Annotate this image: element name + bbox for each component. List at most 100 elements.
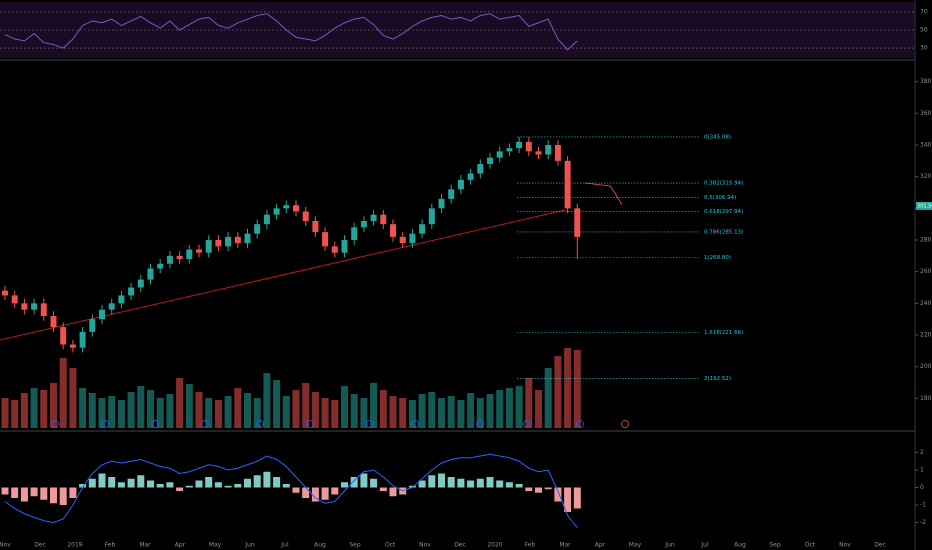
volume-bar xyxy=(535,390,542,428)
volume-bar xyxy=(428,392,436,428)
candle-body xyxy=(351,227,358,241)
y-tick-label: 240 xyxy=(920,300,932,307)
volume-bar xyxy=(554,356,562,428)
volume-bar xyxy=(564,348,572,428)
candle-body xyxy=(205,240,212,253)
macd-bar xyxy=(273,477,281,488)
candle-body xyxy=(50,316,57,328)
event-marker xyxy=(201,420,209,428)
projection-line xyxy=(584,182,623,206)
macd-bar xyxy=(418,480,426,488)
volume-bar xyxy=(515,386,523,428)
x-tick-label: 2020 xyxy=(487,542,502,549)
volume-bar xyxy=(69,368,77,428)
y-tick-label: 260 xyxy=(920,268,932,275)
candle-body xyxy=(40,303,47,317)
volume-bar xyxy=(147,390,154,428)
macd-bar xyxy=(40,487,48,500)
volume-bar xyxy=(50,383,57,428)
volume-bar xyxy=(20,393,28,428)
candle-body xyxy=(186,249,193,260)
candle-body xyxy=(293,205,299,212)
rsi-tick-label: 30 xyxy=(920,45,928,52)
event-marker xyxy=(151,420,159,428)
x-tick-label: Sep xyxy=(769,542,781,549)
volume-bar xyxy=(573,350,581,428)
fib-label: 0.786(285.13) xyxy=(704,229,743,235)
candle-body xyxy=(118,295,125,304)
candle-body xyxy=(487,157,493,165)
rsi-tick-label: 70 xyxy=(920,8,928,15)
volume-bar xyxy=(88,393,96,428)
x-tick-label: Aug xyxy=(734,542,746,549)
candle-body xyxy=(564,160,571,209)
candle-body xyxy=(331,246,338,253)
candle-body xyxy=(31,303,38,310)
event-marker xyxy=(366,420,374,428)
macd-bar xyxy=(515,484,523,488)
candle-body xyxy=(215,240,222,247)
macd-bar xyxy=(321,487,329,500)
macd-bar xyxy=(476,478,484,488)
fib-label: 0.382(315.94) xyxy=(704,181,743,187)
x-tick-label: Jun xyxy=(244,542,255,549)
fib-label: 0(345.08) xyxy=(704,134,731,140)
volume-bar xyxy=(234,388,242,428)
fib-label: 2(192.52) xyxy=(704,376,731,382)
candle-body xyxy=(176,255,183,260)
candle-body xyxy=(11,295,18,304)
volume-bar xyxy=(137,386,145,428)
fib-label: 1(268.80) xyxy=(704,255,731,261)
last-price-label: 301.50 xyxy=(917,203,932,209)
candle-body xyxy=(137,279,144,288)
candle-body xyxy=(574,208,581,237)
candle-body xyxy=(89,319,96,332)
candle-body xyxy=(467,173,474,180)
candle-body xyxy=(545,145,552,155)
x-tick-label: Sep xyxy=(349,542,361,549)
volume-bar xyxy=(486,394,494,428)
x-tick-label: Aug xyxy=(314,542,326,549)
volume-bar xyxy=(389,396,397,428)
macd-bar xyxy=(292,487,300,493)
x-tick-label: Oct xyxy=(805,542,816,549)
candle-body xyxy=(457,179,464,190)
y-tick-label: 180 xyxy=(920,395,932,402)
macd-bar xyxy=(234,484,242,488)
y-tick-label: 280 xyxy=(920,237,932,244)
x-tick-label: Apr xyxy=(595,542,606,549)
event-marker xyxy=(101,420,109,428)
volume-bar xyxy=(370,383,378,428)
x-tick-label: Mar xyxy=(139,542,151,549)
volume-bar xyxy=(195,392,203,428)
macd-bar xyxy=(59,487,67,505)
y-tick-label: 320 xyxy=(920,173,932,180)
macd-bar xyxy=(554,487,562,502)
volume-bar xyxy=(156,398,164,428)
macd-bar xyxy=(282,484,290,488)
x-tick-label: May xyxy=(629,542,642,549)
volume-bar xyxy=(1,398,9,428)
macd-tick-label: 2 xyxy=(920,449,924,456)
x-tick-label: Jun xyxy=(664,542,675,549)
volume-bar xyxy=(108,396,116,428)
volume-bar xyxy=(40,390,48,428)
x-tick-label: Dec xyxy=(874,542,886,549)
macd-bar xyxy=(50,487,57,504)
candle-body xyxy=(128,287,135,296)
macd-bar xyxy=(263,471,271,488)
candle-body xyxy=(360,221,367,228)
macd-bar xyxy=(1,487,9,495)
candle-body xyxy=(99,309,105,320)
x-tick-label: Mar xyxy=(559,542,571,549)
candle-body xyxy=(390,224,396,237)
volume-bar xyxy=(399,398,407,428)
macd-bar xyxy=(389,487,397,497)
fib-label: 0.618(297.94) xyxy=(704,209,743,215)
rsi-tick-label: 50 xyxy=(920,27,928,34)
volume-bar xyxy=(273,380,281,428)
macd-bar xyxy=(379,487,387,491)
volume-bar xyxy=(311,392,319,428)
macd-bar xyxy=(428,475,436,488)
